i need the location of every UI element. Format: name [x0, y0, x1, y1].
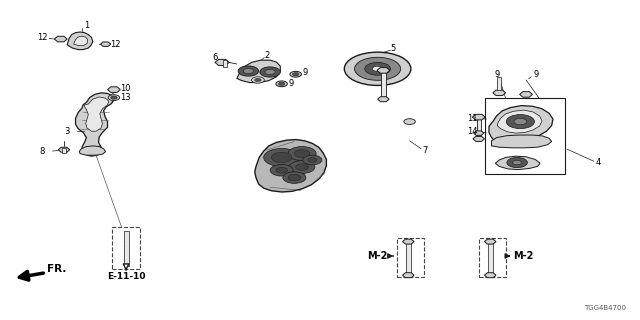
Circle shape: [294, 150, 310, 157]
Circle shape: [289, 161, 315, 173]
Polygon shape: [520, 92, 532, 97]
Circle shape: [276, 81, 287, 87]
Text: 1: 1: [84, 21, 90, 30]
Polygon shape: [474, 131, 484, 135]
Bar: [397, 238, 424, 277]
Polygon shape: [484, 239, 496, 244]
Circle shape: [260, 67, 280, 77]
Text: M-2: M-2: [513, 251, 534, 261]
Circle shape: [238, 66, 259, 76]
Polygon shape: [492, 135, 552, 148]
Circle shape: [290, 71, 301, 77]
Bar: [62, 148, 66, 153]
Bar: [485, 98, 565, 174]
Polygon shape: [497, 110, 542, 133]
Text: 9: 9: [495, 70, 500, 79]
Text: E-11-10: E-11-10: [107, 272, 145, 281]
Text: 3: 3: [64, 127, 69, 136]
Circle shape: [355, 57, 401, 80]
Text: FR.: FR.: [47, 264, 67, 275]
Circle shape: [507, 157, 527, 168]
Polygon shape: [484, 273, 496, 278]
Polygon shape: [255, 140, 326, 192]
Polygon shape: [76, 93, 114, 156]
Text: 8: 8: [40, 148, 45, 156]
Polygon shape: [473, 136, 484, 141]
Polygon shape: [489, 106, 553, 145]
Circle shape: [506, 115, 534, 129]
Bar: [381, 72, 386, 100]
Circle shape: [271, 152, 292, 163]
Text: 7: 7: [422, 146, 428, 155]
Text: 10: 10: [120, 84, 130, 93]
Bar: [112, 227, 140, 269]
Polygon shape: [215, 59, 229, 66]
Circle shape: [372, 66, 383, 71]
Polygon shape: [403, 273, 414, 278]
Bar: [477, 118, 481, 138]
Text: 5: 5: [390, 44, 396, 53]
Circle shape: [365, 62, 390, 75]
Circle shape: [243, 68, 253, 74]
Polygon shape: [493, 90, 506, 96]
Polygon shape: [108, 87, 120, 92]
Text: 11: 11: [467, 114, 477, 123]
Text: 6: 6: [212, 53, 218, 62]
Polygon shape: [495, 156, 540, 170]
Text: 4: 4: [595, 158, 600, 167]
Circle shape: [288, 174, 301, 181]
Circle shape: [265, 69, 275, 75]
Circle shape: [283, 172, 306, 183]
Text: 12: 12: [37, 33, 47, 42]
Polygon shape: [79, 146, 106, 155]
Text: 14: 14: [467, 127, 477, 136]
Circle shape: [292, 73, 299, 76]
Polygon shape: [237, 60, 280, 83]
Circle shape: [344, 52, 411, 85]
Text: M-2: M-2: [367, 251, 388, 261]
Circle shape: [111, 96, 117, 99]
Bar: [479, 238, 506, 277]
Text: 9: 9: [289, 79, 294, 88]
Polygon shape: [67, 32, 93, 50]
Circle shape: [288, 147, 316, 161]
Text: 12: 12: [110, 40, 120, 49]
Circle shape: [270, 164, 293, 176]
Polygon shape: [100, 42, 111, 46]
Bar: [406, 242, 411, 274]
Bar: [124, 231, 129, 266]
Polygon shape: [403, 239, 414, 244]
Polygon shape: [58, 147, 70, 152]
Circle shape: [108, 95, 120, 100]
Circle shape: [252, 77, 264, 83]
Circle shape: [308, 158, 317, 162]
Polygon shape: [378, 97, 389, 102]
Circle shape: [264, 148, 300, 166]
Text: TGG4B4700: TGG4B4700: [584, 305, 626, 311]
Polygon shape: [74, 36, 88, 45]
Polygon shape: [377, 68, 390, 73]
Circle shape: [514, 118, 527, 125]
Polygon shape: [472, 114, 485, 120]
Circle shape: [296, 164, 308, 170]
Bar: [497, 77, 501, 90]
Circle shape: [303, 155, 322, 165]
Circle shape: [255, 78, 261, 82]
Circle shape: [513, 160, 522, 165]
Text: 9: 9: [534, 70, 539, 79]
Circle shape: [276, 167, 287, 173]
Polygon shape: [84, 97, 109, 131]
Bar: [223, 60, 227, 67]
Circle shape: [404, 119, 415, 124]
Text: 2: 2: [264, 52, 269, 60]
Circle shape: [278, 82, 285, 85]
Polygon shape: [54, 36, 67, 42]
Bar: [488, 242, 493, 274]
Text: 9: 9: [303, 68, 308, 77]
Text: 13: 13: [120, 93, 131, 102]
